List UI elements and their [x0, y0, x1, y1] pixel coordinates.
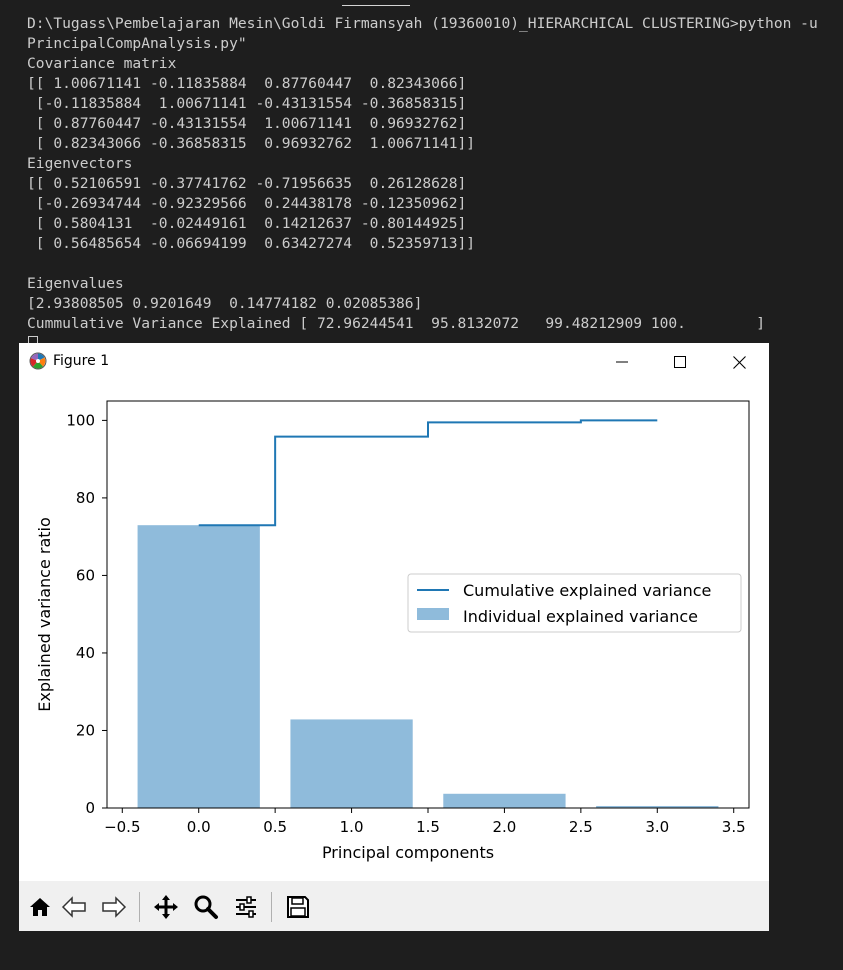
terminal-line: [-0.11835884 1.00671141 -0.43131554 -0.3…: [27, 95, 467, 112]
back-button[interactable]: [59, 892, 89, 922]
bar: [443, 793, 566, 808]
x-tick-label: 2.5: [569, 818, 593, 836]
y-axis-label: Explained variance ratio: [35, 517, 54, 712]
terminal-line: [ 0.5804131 -0.02449161 0.14212637 -0.80…: [27, 215, 467, 232]
terminal-line: PrincipalCompAnalysis.py": [27, 35, 247, 52]
cumulative-step-line: [198, 419, 658, 527]
figure-window: Figure 1 −0.5 0.0 0.5 1.0 1.5 2.0 2.5 3.0 3.5 0 20…: [19, 343, 769, 931]
terminal-line: [ 0.56485654 -0.06694199 0.63427274 0.52…: [27, 235, 476, 252]
legend-bar-swatch: [417, 608, 449, 620]
matplotlib-logo-icon: [29, 352, 47, 370]
y-tick-label: 20: [76, 721, 95, 739]
terminal-line: [ 0.82343066 -0.36858315 0.96932762 1.00…: [27, 135, 476, 152]
maximize-icon: [674, 356, 686, 368]
legend-label-individual: Individual explained variance: [463, 607, 698, 626]
x-tick-label: −0.5: [104, 818, 140, 836]
x-axis-label: Principal components: [322, 843, 494, 862]
minimize-icon: [616, 361, 628, 363]
configure-subplots-button[interactable]: [231, 892, 261, 922]
bar: [596, 805, 719, 808]
y-tick-label: 40: [76, 644, 95, 662]
home-icon: [30, 898, 50, 916]
toolbar-separator: [139, 892, 140, 922]
terminal-line: Eigenvalues: [27, 275, 124, 292]
figure-titlebar[interactable]: Figure 1: [19, 343, 769, 381]
terminal-line: Eigenvectors: [27, 155, 133, 172]
terminal-tab-indicator: [342, 5, 410, 6]
x-tick-label: 3.5: [722, 818, 746, 836]
x-tick-label: 3.0: [645, 818, 669, 836]
figure-title: Figure 1: [53, 353, 110, 369]
pan-move-icon: [154, 895, 178, 919]
y-tick-label: 100: [66, 411, 95, 429]
bar: [137, 525, 260, 808]
pca-chart[interactable]: −0.5 0.0 0.5 1.0 1.5 2.0 2.5 3.0 3.5 0 20 40 60 80 100…: [19, 381, 769, 881]
terminal-line: [2.93808505 0.9201649 0.14774182 0.02085…: [27, 295, 423, 312]
minimize-button[interactable]: [599, 343, 645, 381]
terminal-line: D:\Tugass\Pembelajaran Mesin\Goldi Firma…: [27, 15, 818, 32]
save-button[interactable]: [283, 892, 313, 922]
close-button[interactable]: [716, 343, 762, 381]
terminal-line: [-0.26934744 -0.92329566 0.24438178 -0.1…: [27, 195, 467, 212]
x-tick-label: 1.5: [416, 818, 440, 836]
terminal-line: [27, 254, 843, 274]
legend-label-cumulative: Cumulative explained variance: [463, 581, 711, 600]
terminal-line: [[ 0.52106591 -0.37741762 -0.71956635 0.…: [27, 175, 467, 192]
legend-box: [407, 573, 742, 633]
zoom-magnifier-icon: [194, 895, 218, 919]
y-tick-label: 80: [76, 489, 95, 507]
x-tick-label: 2.0: [492, 818, 516, 836]
home-button[interactable]: [25, 892, 55, 922]
close-icon: [732, 355, 746, 369]
x-tick-label: 1.0: [340, 818, 364, 836]
plot-canvas[interactable]: −0.5 0.0 0.5 1.0 1.5 2.0 2.5 3.0 3.5 0 20 40 60 80 100…: [19, 381, 769, 881]
forward-button[interactable]: [99, 892, 129, 922]
terminal-line: Cummulative Variance Explained [ 72.9624…: [27, 315, 766, 332]
pan-button[interactable]: [151, 892, 181, 922]
x-tick-label: 0.5: [263, 818, 287, 836]
back-arrow-icon: [61, 896, 86, 918]
navigation-toolbar: [19, 881, 769, 931]
terminal-line: [[ 1.00671141 -0.11835884 0.87760447 0.8…: [27, 75, 467, 92]
x-tick-label: 0.0: [187, 818, 211, 836]
y-tick-label: 0: [85, 799, 95, 817]
terminal-line: Covariance matrix: [27, 55, 177, 72]
save-floppy-icon: [287, 896, 309, 918]
zoom-button[interactable]: [191, 892, 221, 922]
terminal-line: [ 0.87760447 -0.43131554 1.00671141 0.96…: [27, 115, 467, 132]
configure-subplots-icon: [236, 896, 256, 918]
forward-arrow-icon: [102, 896, 127, 918]
terminal-output: D:\Tugass\Pembelajaran Mesin\Goldi Firma…: [27, 14, 843, 334]
maximize-button[interactable]: [657, 343, 703, 381]
bar: [290, 719, 413, 808]
toolbar-separator: [271, 892, 272, 922]
y-tick-label: 60: [76, 566, 95, 584]
